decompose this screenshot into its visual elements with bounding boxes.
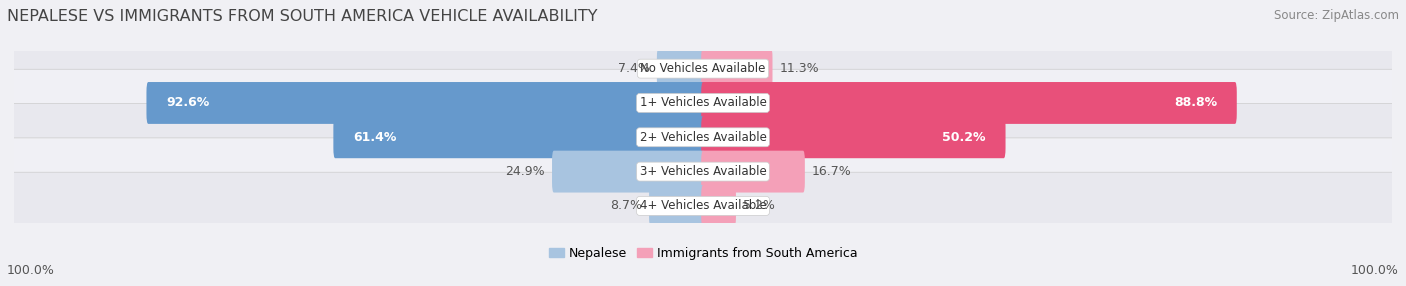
FancyBboxPatch shape — [146, 82, 704, 124]
FancyBboxPatch shape — [13, 104, 1393, 171]
Text: 16.7%: 16.7% — [813, 165, 852, 178]
Text: 1+ Vehicles Available: 1+ Vehicles Available — [640, 96, 766, 110]
Text: 50.2%: 50.2% — [942, 131, 986, 144]
Text: 88.8%: 88.8% — [1174, 96, 1218, 110]
Text: 8.7%: 8.7% — [610, 199, 643, 212]
Text: 2+ Vehicles Available: 2+ Vehicles Available — [640, 131, 766, 144]
Text: 100.0%: 100.0% — [1351, 265, 1399, 277]
FancyBboxPatch shape — [702, 82, 1237, 124]
Text: 11.3%: 11.3% — [780, 62, 820, 75]
FancyBboxPatch shape — [553, 151, 704, 192]
FancyBboxPatch shape — [13, 35, 1393, 102]
Legend: Nepalese, Immigrants from South America: Nepalese, Immigrants from South America — [548, 247, 858, 260]
Text: No Vehicles Available: No Vehicles Available — [640, 62, 766, 75]
FancyBboxPatch shape — [657, 48, 704, 90]
Text: 3+ Vehicles Available: 3+ Vehicles Available — [640, 165, 766, 178]
Text: 7.4%: 7.4% — [617, 62, 650, 75]
FancyBboxPatch shape — [702, 116, 1005, 158]
FancyBboxPatch shape — [702, 48, 772, 90]
Text: Source: ZipAtlas.com: Source: ZipAtlas.com — [1274, 9, 1399, 21]
Text: 100.0%: 100.0% — [7, 265, 55, 277]
Text: 24.9%: 24.9% — [505, 165, 546, 178]
FancyBboxPatch shape — [13, 138, 1393, 205]
FancyBboxPatch shape — [333, 116, 704, 158]
FancyBboxPatch shape — [13, 69, 1393, 137]
Text: 4+ Vehicles Available: 4+ Vehicles Available — [640, 199, 766, 212]
Text: 61.4%: 61.4% — [353, 131, 396, 144]
Text: 5.2%: 5.2% — [744, 199, 775, 212]
FancyBboxPatch shape — [702, 185, 735, 227]
Text: 92.6%: 92.6% — [166, 96, 209, 110]
Text: NEPALESE VS IMMIGRANTS FROM SOUTH AMERICA VEHICLE AVAILABILITY: NEPALESE VS IMMIGRANTS FROM SOUTH AMERIC… — [7, 9, 598, 23]
FancyBboxPatch shape — [702, 151, 804, 192]
FancyBboxPatch shape — [650, 185, 704, 227]
FancyBboxPatch shape — [13, 172, 1393, 240]
